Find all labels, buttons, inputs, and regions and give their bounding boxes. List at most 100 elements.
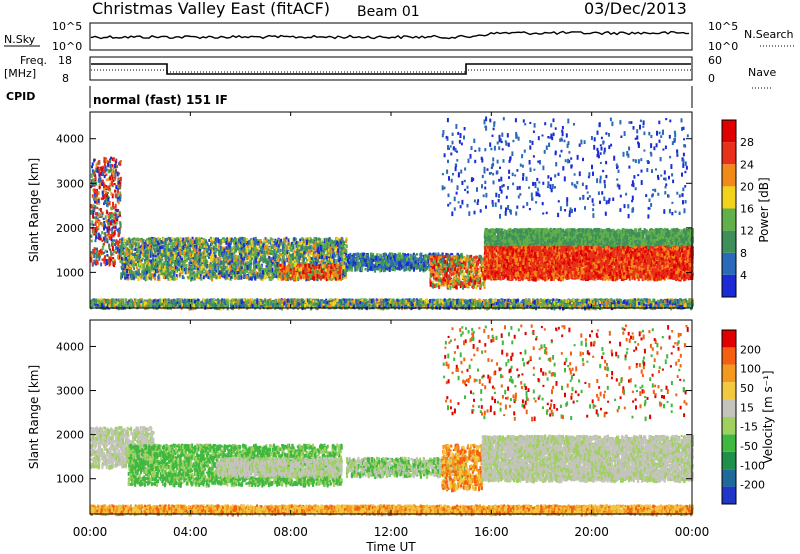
power-echo	[344, 277, 346, 279]
power-echo	[305, 257, 307, 259]
power-echo	[266, 265, 268, 267]
power-panel: 1000200030004000 Slant Range [km] 481216…	[27, 112, 771, 311]
power-echo	[115, 209, 117, 211]
power-echo	[103, 238, 105, 241]
power-echo	[233, 246, 235, 250]
power-echo	[102, 259, 104, 261]
power-echo	[113, 220, 115, 223]
power-echo	[107, 163, 109, 167]
power-echo	[101, 180, 103, 182]
power-echo	[119, 162, 121, 166]
freq-trace	[91, 64, 691, 74]
power-echo	[345, 253, 347, 255]
power-echo	[104, 162, 106, 167]
power-echo	[119, 211, 121, 213]
power-echo	[119, 215, 121, 217]
power-echo	[102, 195, 104, 200]
power-echo	[255, 265, 257, 269]
power-echo	[115, 251, 117, 254]
power-echo	[299, 239, 301, 242]
nsearch-tick-high: 10^5	[708, 20, 738, 33]
power-echo	[112, 202, 114, 205]
power-echo	[94, 182, 96, 186]
power-echo	[105, 185, 107, 187]
freq-strip: Freq. [MHz] 18 8 60 0 Nave	[4, 54, 776, 88]
power-echo	[253, 237, 255, 240]
power-echo	[98, 160, 100, 162]
power-echo	[92, 178, 94, 182]
power-echo	[114, 183, 116, 185]
power-echo	[112, 169, 114, 171]
power-echo	[96, 164, 98, 167]
power-echo	[108, 219, 110, 222]
power-echo	[93, 204, 95, 207]
nave-tick-high: 60	[708, 54, 722, 67]
power-echo	[112, 214, 114, 219]
nsky-tick-low: 10^0	[52, 40, 82, 53]
power-echo	[110, 221, 112, 225]
power-echo	[98, 178, 100, 183]
power-echo	[117, 189, 119, 193]
power-echo	[110, 258, 112, 261]
power-echo	[105, 219, 107, 222]
power-echo	[101, 183, 103, 187]
power-echo	[97, 226, 99, 228]
power-echo	[115, 204, 117, 209]
power-echo	[113, 231, 115, 235]
power-echo	[95, 248, 97, 250]
power-echo	[104, 232, 106, 236]
power-echo	[110, 215, 112, 219]
power-echo	[112, 227, 114, 229]
power-echo	[94, 159, 96, 161]
power-echo	[115, 170, 117, 174]
date-label: 03/Dec/2013	[584, 0, 687, 18]
power-echo	[117, 243, 119, 247]
power-echo	[207, 243, 209, 246]
freq-tick-high: 18	[58, 54, 72, 67]
power-echo	[187, 237, 189, 241]
nave-trace	[91, 70, 691, 72]
power-echo	[272, 238, 274, 240]
cpid-label: CPID	[6, 90, 35, 103]
power-echo	[107, 228, 109, 233]
power-echo	[112, 171, 114, 174]
power-echo	[105, 191, 107, 194]
power-echo	[103, 157, 105, 161]
power-echo	[91, 173, 93, 178]
power-echo	[240, 275, 242, 280]
power-echo	[300, 249, 302, 251]
power-echo	[103, 243, 105, 246]
power-echo	[101, 231, 103, 234]
power-echo	[95, 222, 97, 226]
power-echo	[111, 233, 113, 237]
power-echo	[120, 177, 122, 181]
cpid-strip: CPID normal (fast) 151 IF	[6, 86, 692, 108]
beam-label: Beam 01	[357, 4, 420, 20]
power-echo	[94, 194, 96, 198]
power-echo	[94, 171, 96, 174]
power-echo	[106, 203, 108, 206]
power-echo	[101, 251, 103, 254]
power-echo	[109, 201, 111, 205]
freq-tick-low: 8	[62, 72, 69, 85]
power-echo	[98, 199, 100, 203]
power-echo	[101, 216, 103, 218]
power-echo	[93, 229, 95, 234]
power-echo	[110, 157, 112, 160]
power-echo	[96, 207, 98, 209]
nsky-label: N.Sky	[4, 33, 36, 46]
power-echo	[99, 238, 101, 240]
power-echo	[112, 253, 114, 256]
radar-summary-plot: Christmas Valley East (fitACF) Beam 01 0…	[0, 0, 800, 554]
power-echo	[107, 192, 109, 194]
power-echo	[203, 275, 205, 279]
power-echo	[94, 239, 96, 242]
power-echo	[106, 254, 108, 256]
power-echo	[118, 201, 120, 205]
power-echo	[215, 245, 217, 248]
power-echo	[117, 247, 119, 251]
power-echo	[103, 218, 105, 220]
power-echo	[213, 246, 215, 248]
power-echo	[114, 223, 116, 225]
power-echo	[103, 260, 105, 264]
